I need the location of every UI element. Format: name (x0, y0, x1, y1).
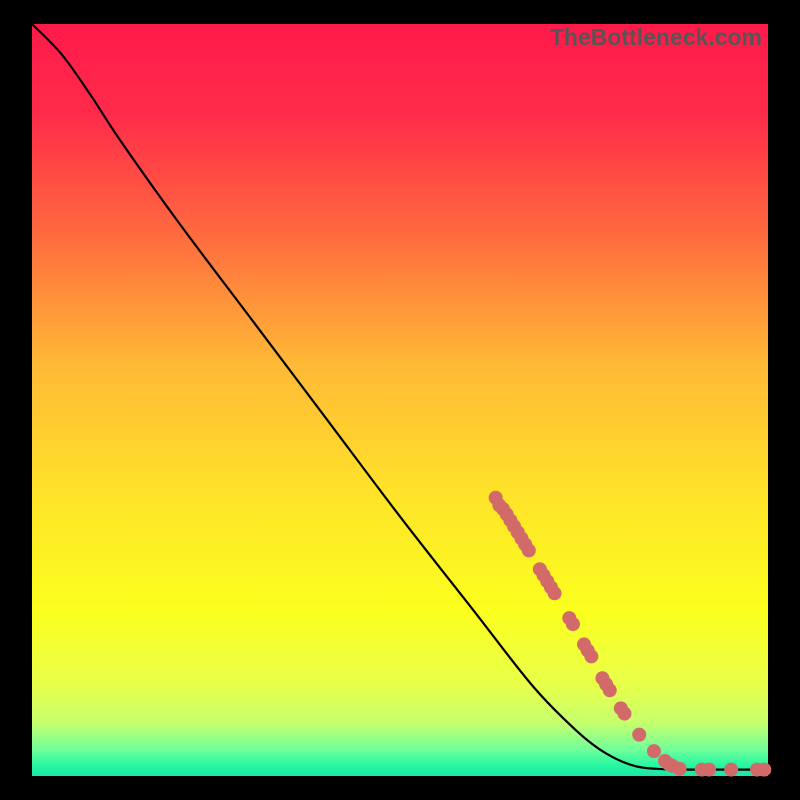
plot-background (32, 24, 768, 776)
chart-container: TheBottleneck.com (0, 0, 800, 800)
highlighted-point (548, 586, 562, 600)
highlighted-point (632, 728, 646, 742)
highlighted-point (603, 683, 617, 697)
highlighted-point (566, 617, 580, 631)
highlighted-point (702, 763, 716, 777)
source-watermark: TheBottleneck.com (550, 24, 762, 51)
highlighted-point (647, 744, 661, 758)
highlighted-point (724, 763, 738, 777)
highlighted-point (584, 649, 598, 663)
highlighted-point (757, 763, 771, 777)
highlighted-point (522, 543, 536, 557)
highlighted-point (617, 707, 631, 721)
bottleneck-chart (0, 0, 800, 800)
highlighted-point (673, 762, 687, 776)
